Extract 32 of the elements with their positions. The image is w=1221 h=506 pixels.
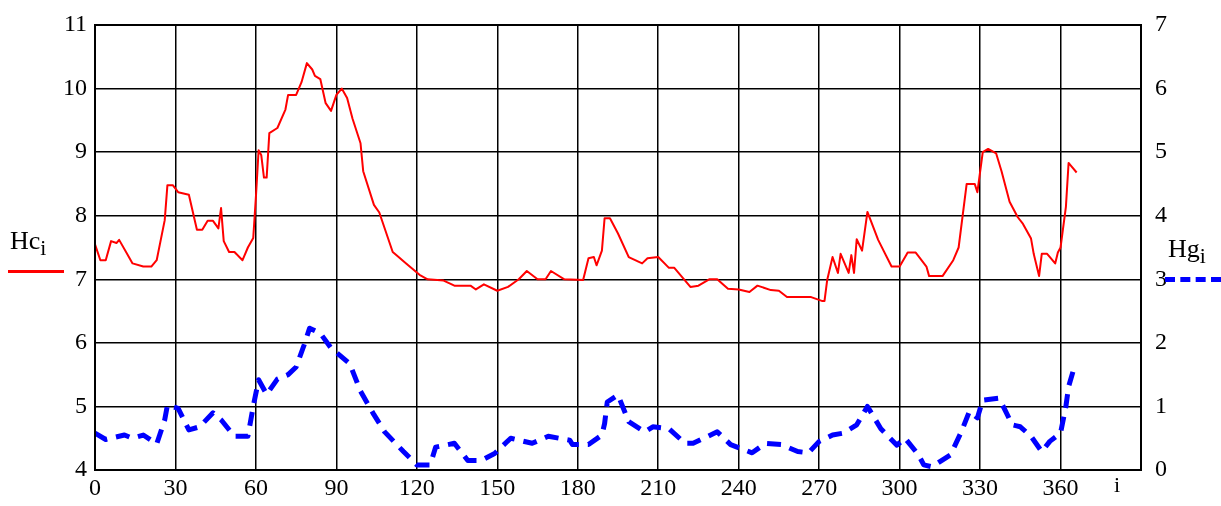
x-axis-title: i xyxy=(1114,472,1121,497)
y2-tick-label: 0 xyxy=(1155,455,1167,482)
y-tick-label: 6 xyxy=(75,328,87,355)
y-tick-label: 4 xyxy=(75,455,87,482)
y2-tick-label: 1 xyxy=(1155,391,1167,418)
x-tick-label: 30 xyxy=(163,473,188,500)
x-tick-label: 300 xyxy=(881,473,918,500)
y-tick-label: 8 xyxy=(75,201,87,228)
y-tick-label: 11 xyxy=(63,10,87,37)
x-tick-label: 0 xyxy=(89,473,101,500)
x-tick-label: 240 xyxy=(720,473,757,500)
y2-axis-title: Hg$_{i}$ xyxy=(1168,234,1206,269)
x-tick-label: 120 xyxy=(398,473,435,500)
x-tick-label: 330 xyxy=(962,473,999,500)
y-tick-label: 7 xyxy=(75,264,87,291)
y2-tick-label: 5 xyxy=(1155,137,1167,164)
x-tick-label: 150 xyxy=(479,473,516,500)
y-tick-label: 9 xyxy=(75,137,87,164)
y-axis-title: Hc$_{i}$ xyxy=(10,226,47,261)
y2-tick-label: 3 xyxy=(1155,264,1167,291)
x-tick-label: 90 xyxy=(324,473,349,500)
x-tick-label: 360 xyxy=(1042,473,1079,500)
x-tick-label: 210 xyxy=(640,473,677,500)
y2-tick-label: 6 xyxy=(1155,73,1167,100)
y-tick-label: 10 xyxy=(63,73,87,100)
y2-tick-label: 4 xyxy=(1155,201,1167,228)
x-tick-label: 60 xyxy=(243,473,268,500)
y2-tick-label: 7 xyxy=(1155,10,1167,37)
y-tick-label: 5 xyxy=(75,391,87,418)
x-tick-label: 180 xyxy=(559,473,596,500)
x-tick-label: 270 xyxy=(801,473,838,500)
y2-tick-label: 2 xyxy=(1155,328,1167,355)
